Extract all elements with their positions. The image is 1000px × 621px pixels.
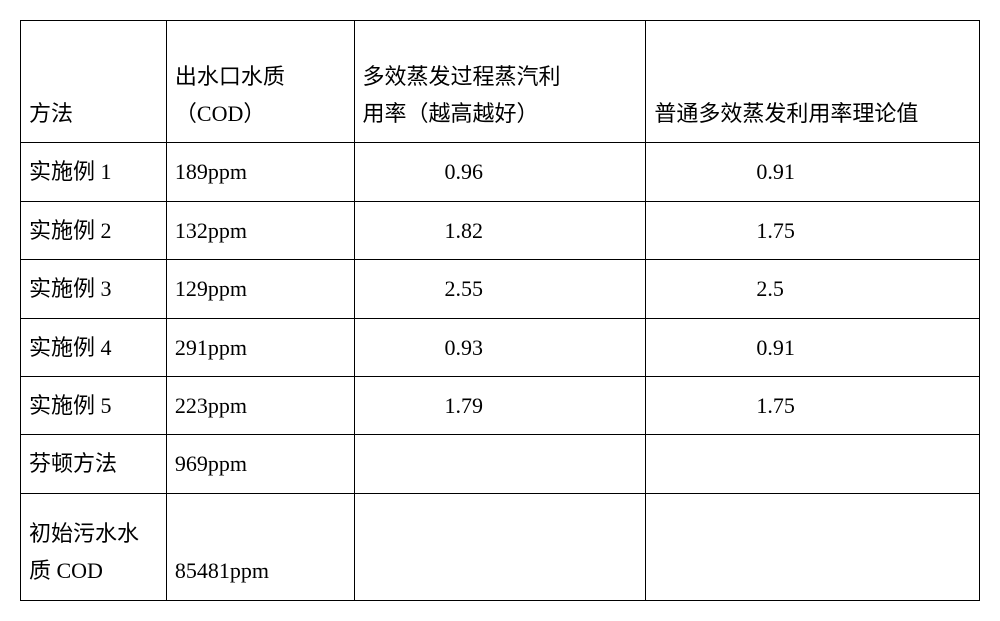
table-footer-row: 初始污水水 质 COD 85481ppm [21, 493, 980, 600]
cell-cod: 223ppm [166, 376, 354, 434]
cell-method: 实施例 1 [21, 143, 167, 201]
cell-method: 实施例 2 [21, 201, 167, 259]
cell-theory: 0.91 [646, 143, 980, 201]
header-method-label: 方法 [29, 101, 73, 126]
footer-theory [646, 493, 980, 600]
cell-cod: 129ppm [166, 260, 354, 318]
header-steam-l1: 多效蒸发过程蒸汽利 [363, 64, 561, 89]
col-header-method: 方法 [21, 21, 167, 143]
cell-steam: 1.82 [354, 201, 646, 259]
col-header-steam: 多效蒸发过程蒸汽利 用率（越高越好） [354, 21, 646, 143]
table-row: 实施例 4 291ppm 0.93 0.91 [21, 318, 980, 376]
header-cod-l1: 出水口水质 [175, 64, 285, 89]
data-table: 方法 出水口水质 （COD） 多效蒸发过程蒸汽利 用率（越高越好） 普通多效蒸发… [20, 20, 980, 601]
footer-method-l2: 质 COD [29, 558, 103, 583]
col-header-theory: 普通多效蒸发利用率理论值 [646, 21, 980, 143]
footer-cod: 85481ppm [166, 493, 354, 600]
cell-theory [646, 435, 980, 493]
cell-cod: 189ppm [166, 143, 354, 201]
cell-steam: 1.79 [354, 376, 646, 434]
header-steam-l2: 用率（越高越好） [363, 101, 539, 126]
cell-steam: 2.55 [354, 260, 646, 318]
cell-steam [354, 435, 646, 493]
cell-method: 芬顿方法 [21, 435, 167, 493]
header-cod-l2: （COD） [175, 101, 265, 126]
col-header-cod: 出水口水质 （COD） [166, 21, 354, 143]
table-row: 实施例 3 129ppm 2.55 2.5 [21, 260, 980, 318]
cell-method: 实施例 5 [21, 376, 167, 434]
cell-theory: 1.75 [646, 201, 980, 259]
cell-steam: 0.96 [354, 143, 646, 201]
footer-method: 初始污水水 质 COD [21, 493, 167, 600]
header-theory-label: 普通多效蒸发利用率理论值 [654, 101, 918, 126]
table-row: 实施例 5 223ppm 1.79 1.75 [21, 376, 980, 434]
cell-cod: 291ppm [166, 318, 354, 376]
footer-steam [354, 493, 646, 600]
cell-theory: 1.75 [646, 376, 980, 434]
data-table-container: 方法 出水口水质 （COD） 多效蒸发过程蒸汽利 用率（越高越好） 普通多效蒸发… [20, 20, 980, 601]
table-row: 实施例 1 189ppm 0.96 0.91 [21, 143, 980, 201]
footer-method-l1: 初始污水水 [29, 521, 139, 546]
cell-method: 实施例 3 [21, 260, 167, 318]
cell-theory: 2.5 [646, 260, 980, 318]
cell-theory: 0.91 [646, 318, 980, 376]
table-header-row: 方法 出水口水质 （COD） 多效蒸发过程蒸汽利 用率（越高越好） 普通多效蒸发… [21, 21, 980, 143]
table-row: 实施例 2 132ppm 1.82 1.75 [21, 201, 980, 259]
cell-cod: 969ppm [166, 435, 354, 493]
cell-cod: 132ppm [166, 201, 354, 259]
table-row: 芬顿方法 969ppm [21, 435, 980, 493]
cell-method: 实施例 4 [21, 318, 167, 376]
cell-steam: 0.93 [354, 318, 646, 376]
